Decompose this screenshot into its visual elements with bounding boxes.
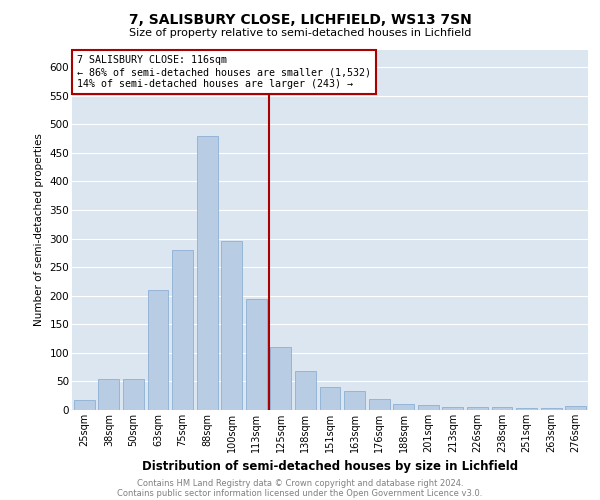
Bar — [98, 378, 119, 410]
Bar — [442, 406, 463, 410]
Text: Contains HM Land Registry data © Crown copyright and database right 2024.: Contains HM Land Registry data © Crown c… — [137, 478, 463, 488]
Text: Contains public sector information licensed under the Open Government Licence v3: Contains public sector information licen… — [118, 488, 482, 498]
Bar — [467, 407, 488, 410]
Bar — [271, 347, 292, 410]
Bar — [368, 398, 389, 410]
Bar — [123, 378, 144, 410]
Bar — [148, 290, 169, 410]
Bar — [295, 371, 316, 410]
Text: 7 SALISBURY CLOSE: 116sqm
← 86% of semi-detached houses are smaller (1,532)
14% : 7 SALISBURY CLOSE: 116sqm ← 86% of semi-… — [77, 56, 371, 88]
X-axis label: Distribution of semi-detached houses by size in Lichfield: Distribution of semi-detached houses by … — [142, 460, 518, 473]
Bar — [491, 407, 512, 410]
Text: 7, SALISBURY CLOSE, LICHFIELD, WS13 7SN: 7, SALISBURY CLOSE, LICHFIELD, WS13 7SN — [128, 12, 472, 26]
Y-axis label: Number of semi-detached properties: Number of semi-detached properties — [34, 134, 44, 326]
Bar — [516, 408, 537, 410]
Bar — [172, 250, 193, 410]
Bar — [320, 387, 340, 410]
Bar — [541, 408, 562, 410]
Bar — [344, 391, 365, 410]
Bar — [197, 136, 218, 410]
Bar — [565, 406, 586, 410]
Bar — [393, 404, 414, 410]
Bar — [74, 400, 95, 410]
Bar — [221, 242, 242, 410]
Bar — [246, 298, 267, 410]
Text: Size of property relative to semi-detached houses in Lichfield: Size of property relative to semi-detach… — [129, 28, 471, 38]
Bar — [418, 406, 439, 410]
